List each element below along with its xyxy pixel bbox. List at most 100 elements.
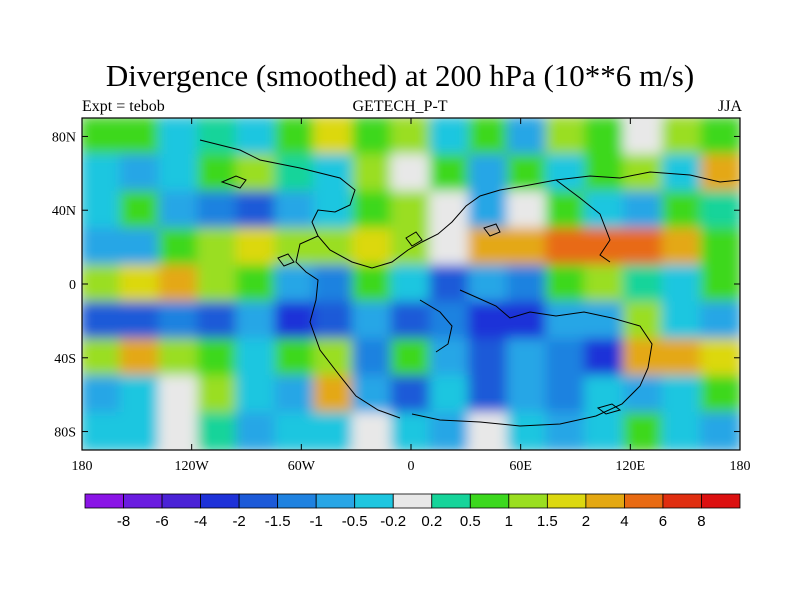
- field-cell: [622, 227, 664, 267]
- colorbar-label: -0.2: [380, 513, 406, 530]
- field-cell: [351, 227, 393, 267]
- divergence-field: [82, 118, 740, 450]
- y-tick-label: 40S: [54, 352, 76, 367]
- field-cell: [429, 227, 471, 267]
- field-cell: [661, 190, 703, 230]
- field-cell: [545, 118, 587, 156]
- x-tick-label: 180: [72, 459, 93, 474]
- field-cell: [313, 301, 354, 341]
- field-cell: [700, 118, 740, 156]
- colorbar-label: -2: [232, 513, 245, 530]
- field-cell: [119, 118, 161, 156]
- colorbar-box: [315, 493, 356, 509]
- field-cell: [545, 227, 587, 267]
- field-cell: [119, 375, 161, 415]
- field-cell: [506, 264, 548, 304]
- field-cell: [197, 412, 238, 450]
- colorbar-label: -0.5: [342, 513, 368, 530]
- field-cell: [468, 338, 509, 378]
- field-cell: [351, 118, 393, 156]
- field-cell: [158, 338, 200, 378]
- field-cell: [235, 375, 277, 415]
- field-cell: [661, 338, 703, 378]
- field-cell: [545, 412, 587, 450]
- field-cell: [82, 412, 122, 450]
- field-cell: [506, 153, 548, 193]
- experiment-label: Expt = tebob: [82, 98, 165, 115]
- field-cell: [390, 153, 432, 193]
- colorbar-label: 4: [620, 513, 628, 530]
- field-cell: [274, 412, 316, 450]
- field-cell: [429, 375, 471, 415]
- field-cell: [119, 338, 161, 378]
- field-cell: [158, 375, 200, 415]
- field-cell: [82, 153, 122, 193]
- field-cell: [622, 301, 664, 341]
- field-cell: [82, 264, 122, 304]
- island-a: [220, 175, 247, 189]
- colorbar-label: -1.5: [265, 513, 291, 530]
- field-cell: [584, 227, 625, 267]
- x-tick-label: 60E: [509, 459, 532, 474]
- colorbar-box: [624, 493, 664, 509]
- field-cell: [468, 375, 509, 415]
- colorbar-label: 2: [582, 513, 590, 530]
- field-cell: [622, 190, 664, 230]
- field-cell: [661, 301, 703, 341]
- field-cell: [429, 301, 471, 341]
- field-cell: [235, 264, 277, 304]
- map-axes: 180 120W 60W 0 60E 120E 180 80N 40N 0 40S 80S: [52, 118, 751, 474]
- colorbar-label: 1: [505, 513, 513, 530]
- field-cell: [390, 301, 432, 341]
- colorbar-box: [238, 493, 279, 509]
- field-cell: [506, 338, 548, 378]
- field-cell: [545, 375, 587, 415]
- colorbar-label: -6: [155, 513, 168, 530]
- field-cell: [119, 301, 161, 341]
- field-cell: [158, 118, 200, 156]
- x-tick-label: 120W: [175, 459, 210, 474]
- colorbar-box: [508, 493, 548, 509]
- field-cell: [584, 190, 625, 230]
- field-cell: [622, 412, 664, 450]
- field-cell: [468, 412, 509, 450]
- field-cell: [468, 264, 509, 304]
- field-cell: [700, 227, 740, 267]
- colorbar-box: [161, 493, 201, 509]
- field-cell: [390, 190, 432, 230]
- field-cell: [119, 190, 161, 230]
- x-tick-label: 180: [730, 459, 751, 474]
- colorbar-box: [277, 493, 317, 509]
- colorbar-label: -1: [310, 513, 323, 530]
- field-cell: [429, 264, 471, 304]
- field-cell: [313, 118, 354, 156]
- field-cell: [274, 264, 316, 304]
- field-cell: [390, 338, 432, 378]
- field-cell: [351, 301, 393, 341]
- field-cell: [119, 264, 161, 304]
- island-c: [405, 231, 423, 247]
- field-cell: [390, 227, 432, 267]
- colorbar-box: [354, 493, 394, 509]
- colorbar-box: [392, 493, 433, 509]
- field-cell: [700, 412, 740, 450]
- field-cell: [82, 227, 122, 267]
- dataset-label: GETECH_P-T: [352, 98, 448, 115]
- x-tick-label: 60W: [288, 459, 316, 474]
- field-cell: [622, 375, 664, 415]
- field-cell: [506, 412, 548, 450]
- field-cell: [622, 264, 664, 304]
- field-cell: [119, 153, 161, 193]
- field-cell: [351, 375, 393, 415]
- field-cell: [468, 153, 509, 193]
- season-label: JJA: [717, 98, 742, 115]
- island-d: [483, 223, 501, 237]
- field-cell: [351, 153, 393, 193]
- field-cell: [700, 338, 740, 378]
- field-cell: [274, 227, 316, 267]
- field-cell: [584, 412, 625, 450]
- field-cell: [468, 118, 509, 156]
- field-cell: [235, 118, 277, 156]
- field-cell: [351, 412, 393, 450]
